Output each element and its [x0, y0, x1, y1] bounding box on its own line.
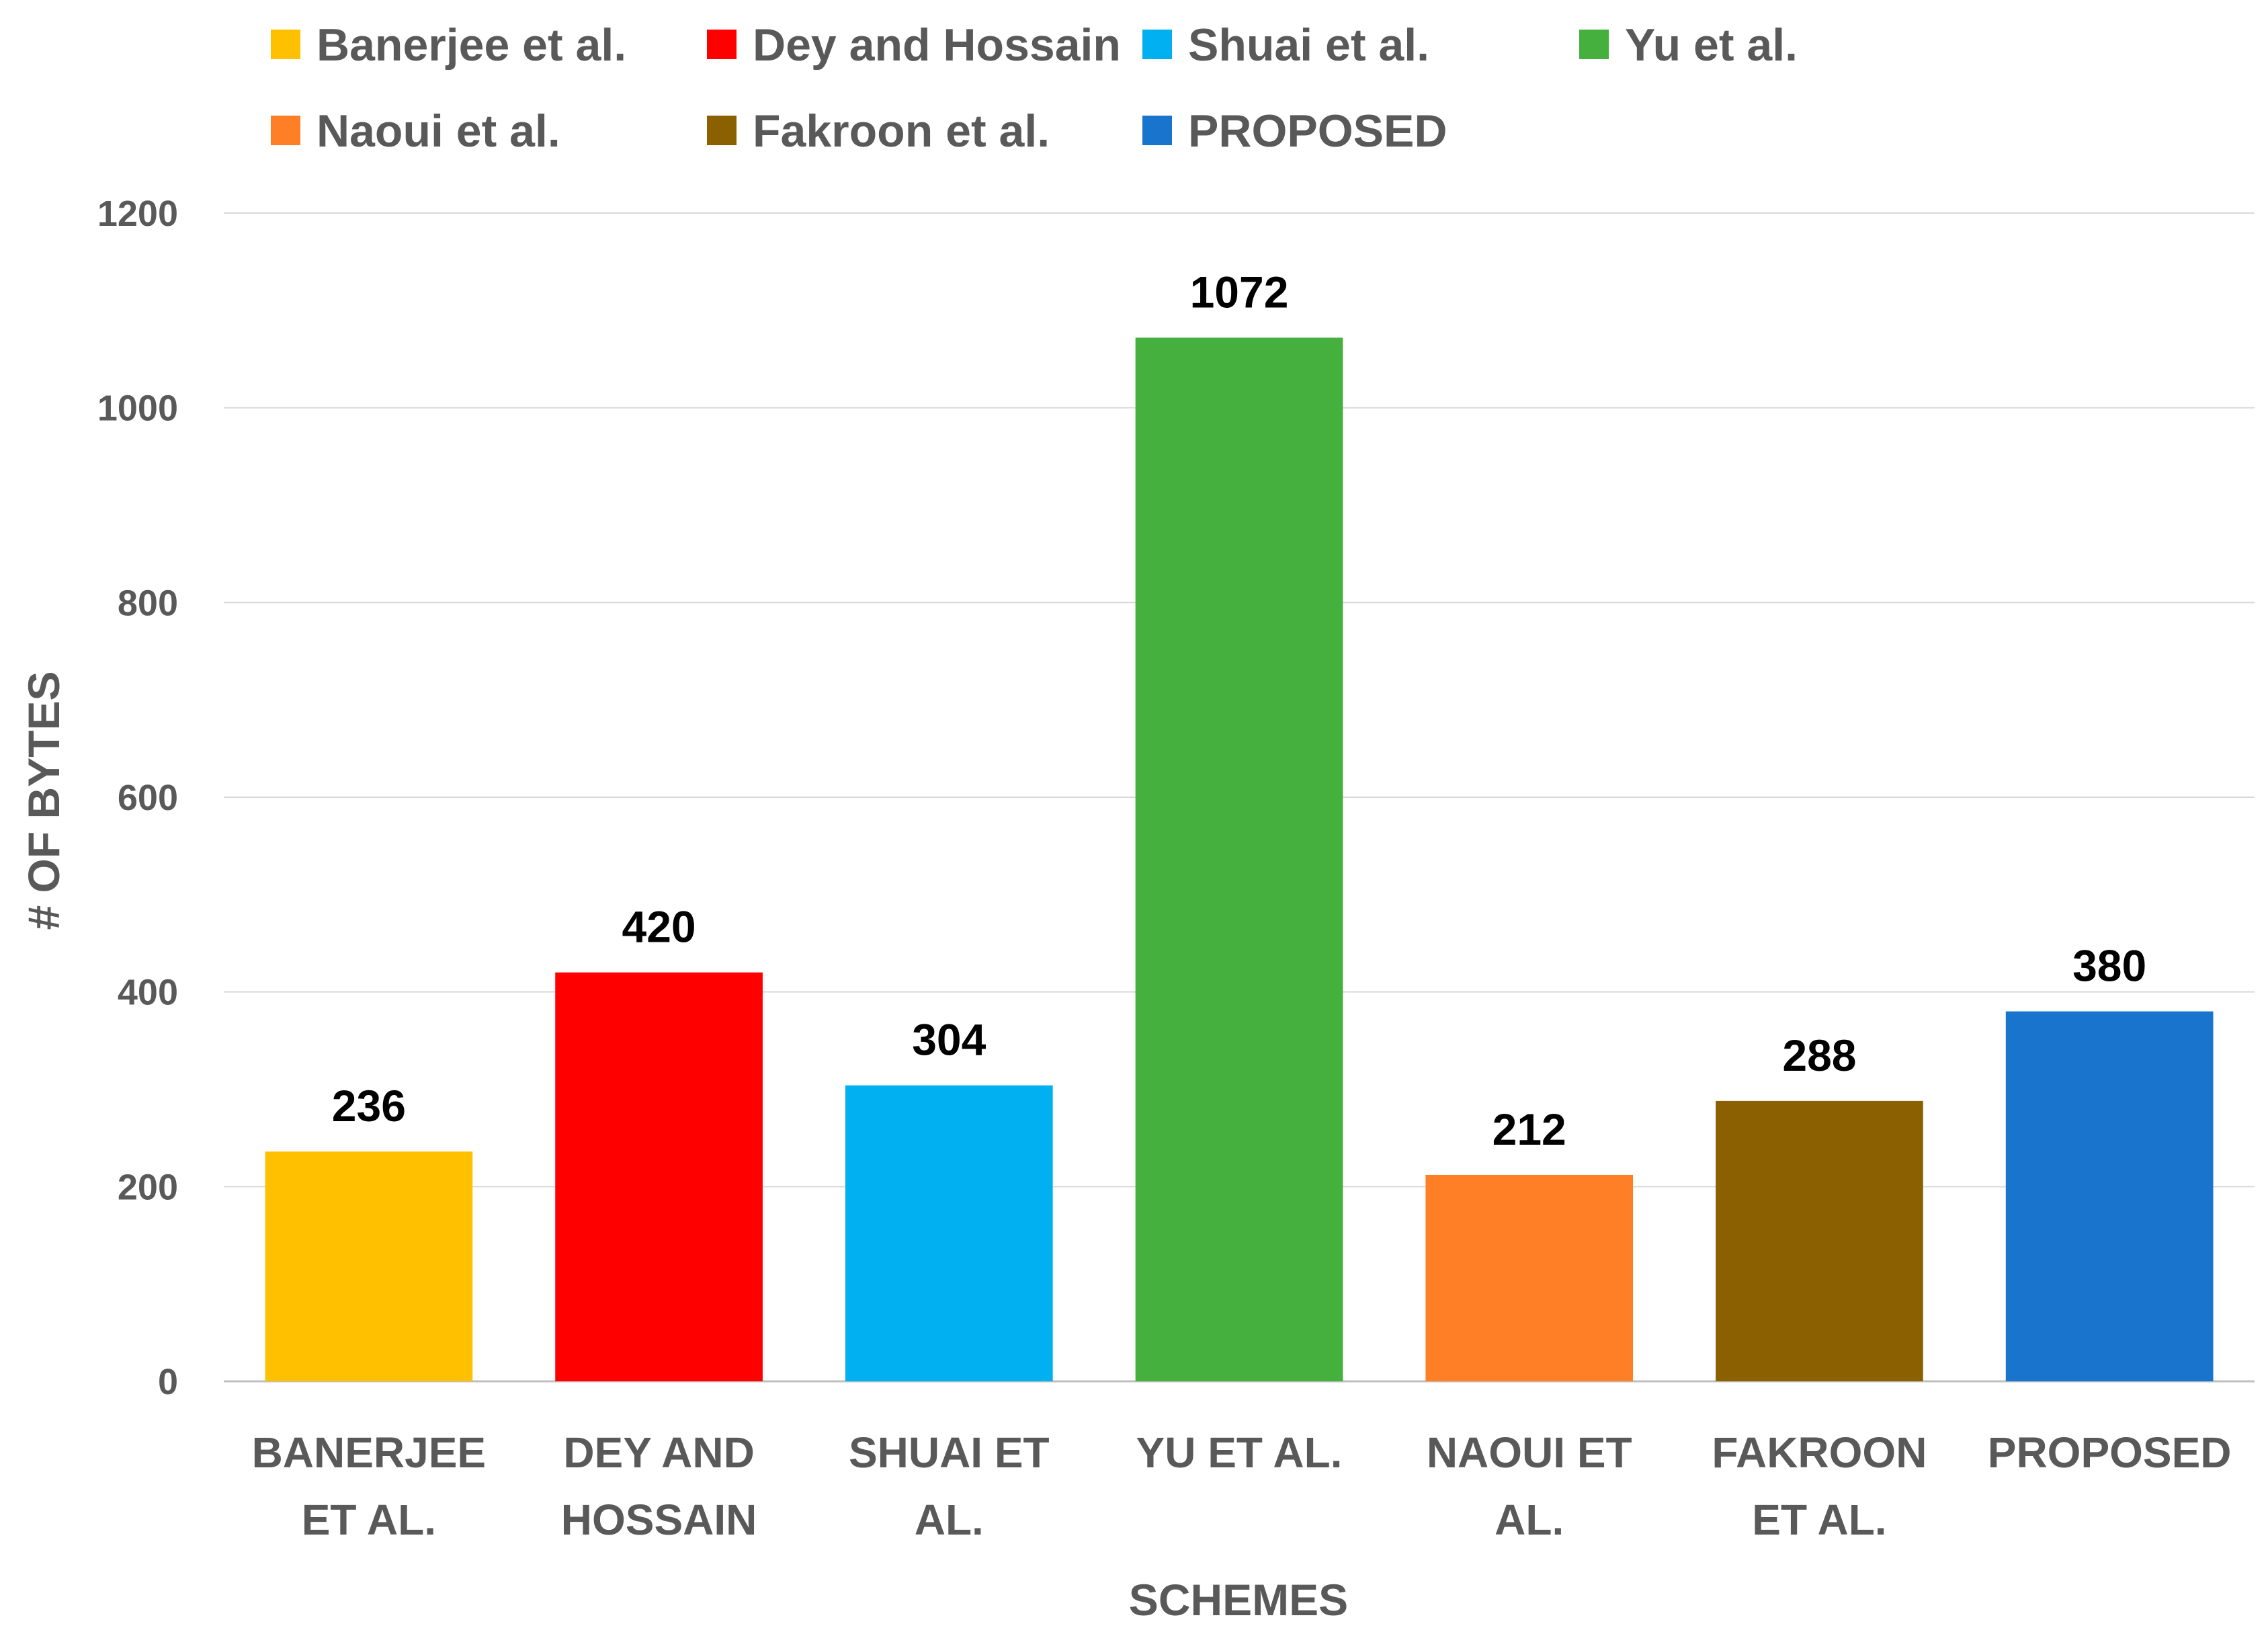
x-axis-categories: BANERJEE ET AL. DEY AND HOSSAIN SHUAI ET AL. Y… [252, 1428, 2232, 1544]
legend: Banerjee et al. Dey and Hossain Shuai et a… [271, 19, 1798, 157]
legend-item: Shuai et al. [1142, 19, 1429, 71]
x-category-label: FAKROON ET AL. [1712, 1428, 1927, 1544]
y-tick-label: 600 [118, 778, 178, 818]
x-category-label: SHUAI ET AL. [849, 1428, 1050, 1544]
bar [1716, 1100, 1923, 1381]
legend-swatch [707, 30, 737, 59]
y-axis-title: # OF BYTES [19, 671, 69, 930]
bar [555, 972, 763, 1381]
y-tick-label: 400 [118, 973, 178, 1013]
legend-swatch [1142, 30, 1172, 59]
legend-item: PROPOSED [1142, 106, 1447, 157]
x-axis-title: SCHEMES [1129, 1575, 1348, 1625]
legend-item: Dey and Hossain [707, 19, 1121, 71]
legend-swatch [271, 116, 300, 145]
x-category-label: NAOUI ET AL. [1427, 1428, 1632, 1544]
x-category-label: YU ET AL. [1136, 1428, 1343, 1477]
y-tick-label: 1200 [97, 194, 178, 234]
y-tick-label: 800 [118, 583, 178, 623]
legend-label: Naoui et al. [317, 106, 560, 157]
legend-swatch [1579, 30, 1609, 59]
x-category-label: DEY AND HOSSAIN [561, 1428, 757, 1544]
data-labels: 236 420 304 1072 212 288 380 [332, 267, 2146, 1154]
bar [1135, 337, 1343, 1381]
bar-value-label: 420 [622, 902, 696, 952]
y-tick-label: 1000 [97, 389, 178, 429]
y-tick-label: 0 [158, 1362, 178, 1402]
legend-item: Fakroon et al. [707, 106, 1050, 157]
bars [265, 337, 2214, 1381]
y-tick-label: 200 [118, 1167, 178, 1207]
legend-label: PROPOSED [1188, 106, 1447, 157]
legend-item: Yu et al. [1579, 19, 1798, 71]
x-category-label: BANERJEE ET AL. [252, 1428, 487, 1544]
bar-value-label: 288 [1782, 1030, 1856, 1080]
bar-value-label: 212 [1493, 1104, 1566, 1154]
bar-value-label: 380 [2072, 941, 2146, 991]
legend-label: Banerjee et al. [317, 19, 626, 71]
bar [2005, 1011, 2214, 1381]
bar [265, 1151, 473, 1381]
bar-value-label: 304 [912, 1015, 986, 1065]
bar [1425, 1174, 1634, 1381]
legend-label: Fakroon et al. [753, 106, 1050, 157]
y-axis-ticks: 0 200 400 600 800 1000 1200 [97, 194, 178, 1402]
legend-item: Banerjee et al. [271, 19, 626, 71]
legend-swatch [1142, 116, 1172, 145]
x-category-label: PROPOSED [1988, 1428, 2232, 1477]
legend-item: Naoui et al. [271, 106, 560, 157]
bar-value-label: 236 [332, 1081, 406, 1131]
legend-label: Yu et al. [1625, 19, 1798, 71]
legend-label: Shuai et al. [1188, 19, 1429, 71]
legend-label: Dey and Hossain [753, 19, 1121, 71]
legend-swatch [707, 116, 737, 145]
bar-value-label: 1072 [1190, 267, 1289, 317]
bar [845, 1085, 1053, 1381]
legend-swatch [271, 30, 300, 59]
